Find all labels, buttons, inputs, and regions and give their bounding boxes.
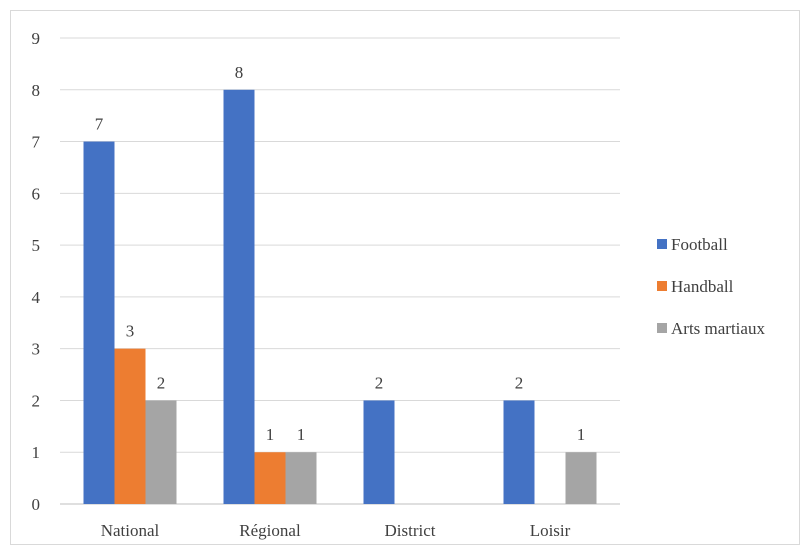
y-axis: 0 1 2 3 4 5 6 7 8 9 bbox=[32, 29, 41, 514]
bar bbox=[254, 452, 286, 504]
chart-frame bbox=[10, 10, 800, 545]
data-label: 1 bbox=[577, 425, 586, 444]
data-label: 7 bbox=[95, 115, 104, 134]
x-tick-label: Loisir bbox=[530, 521, 571, 540]
y-tick-label: 2 bbox=[32, 391, 41, 410]
legend-swatch bbox=[657, 281, 667, 291]
y-tick-label: 9 bbox=[32, 29, 41, 48]
data-label: 8 bbox=[235, 63, 244, 82]
x-tick-label: Régional bbox=[239, 521, 301, 540]
legend-label: Football bbox=[671, 235, 728, 254]
x-axis: National Régional District Loisir bbox=[101, 521, 571, 540]
x-tick-label: National bbox=[101, 521, 160, 540]
legend-label: Arts martiaux bbox=[671, 319, 765, 338]
bar bbox=[223, 89, 255, 505]
data-labels: 7 3 2 8 1 1 2 2 1 bbox=[95, 63, 586, 444]
y-tick-label: 1 bbox=[32, 443, 41, 462]
x-tick-label: District bbox=[385, 521, 436, 540]
legend-swatch bbox=[657, 323, 667, 333]
data-label: 1 bbox=[297, 425, 306, 444]
bar bbox=[83, 141, 115, 505]
bar bbox=[145, 400, 177, 504]
bar bbox=[114, 348, 146, 504]
bar bbox=[363, 400, 395, 504]
y-tick-label: 3 bbox=[32, 340, 41, 359]
data-label: 2 bbox=[375, 373, 384, 392]
legend: Football Handball Arts martiaux bbox=[657, 235, 765, 338]
data-label: 1 bbox=[266, 425, 275, 444]
y-tick-label: 8 bbox=[32, 81, 41, 100]
y-tick-label: 6 bbox=[32, 184, 41, 203]
y-tick-label: 5 bbox=[32, 236, 41, 255]
legend-label: Handball bbox=[671, 277, 734, 296]
data-label: 3 bbox=[126, 322, 135, 341]
data-label: 2 bbox=[157, 373, 166, 392]
y-tick-label: 4 bbox=[32, 288, 41, 307]
y-tick-label: 7 bbox=[32, 133, 41, 152]
y-tick-label: 0 bbox=[32, 495, 41, 514]
legend-swatch bbox=[657, 239, 667, 249]
bar bbox=[565, 452, 597, 504]
bar bbox=[285, 452, 317, 504]
bar bbox=[503, 400, 535, 504]
data-label: 2 bbox=[515, 373, 524, 392]
bars bbox=[83, 89, 597, 505]
